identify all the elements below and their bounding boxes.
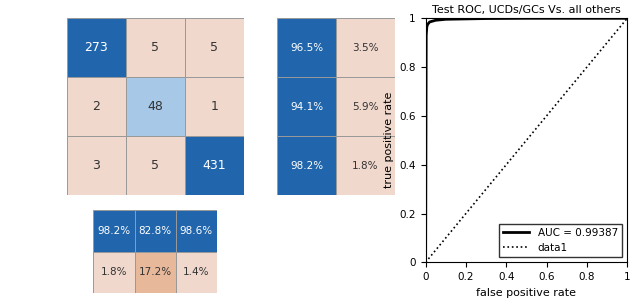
Text: 5: 5 (151, 41, 159, 54)
Bar (67, 136, 125, 195)
Bar (336, 77, 395, 136)
AUC = 0.99387 (583, 16, 591, 20)
Text: 3.5%: 3.5% (352, 43, 379, 53)
Text: 1: 1 (210, 100, 218, 113)
AUC = 0.99387 (422, 260, 429, 264)
Text: 431: 431 (202, 159, 226, 172)
AUC = 0.99387 (424, 23, 431, 26)
Bar (176, 252, 217, 293)
Title: Test ROC, UCDs/GCs Vs. all others: Test ROC, UCDs/GCs Vs. all others (432, 5, 621, 15)
Text: 98.2%: 98.2% (290, 161, 323, 171)
Bar (277, 136, 336, 195)
Bar (185, 77, 244, 136)
Bar (67, 18, 125, 77)
Legend: AUC = 0.99387, data1: AUC = 0.99387, data1 (499, 224, 622, 257)
AUC = 0.99387 (426, 20, 433, 24)
Bar (277, 18, 336, 77)
Bar (67, 77, 125, 136)
Bar (125, 18, 185, 77)
AUC = 0.99387 (423, 25, 431, 29)
AUC = 0.99387 (523, 16, 531, 20)
Bar (93, 210, 134, 252)
Text: 5: 5 (151, 159, 159, 172)
Text: 2: 2 (92, 100, 100, 113)
Text: 1.4%: 1.4% (183, 267, 210, 277)
Text: 96.5%: 96.5% (290, 43, 323, 53)
Bar (125, 77, 185, 136)
Text: 98.2%: 98.2% (97, 226, 131, 236)
Y-axis label: true positive rate: true positive rate (384, 92, 394, 188)
AUC = 0.99387 (442, 17, 450, 21)
AUC = 0.99387 (432, 18, 440, 22)
Text: 98.6%: 98.6% (180, 226, 213, 236)
Bar (134, 252, 176, 293)
Bar (277, 77, 336, 136)
Text: 48: 48 (147, 100, 163, 113)
Bar (134, 210, 176, 252)
AUC = 0.99387 (483, 17, 490, 20)
Text: 273: 273 (84, 41, 108, 54)
Line: AUC = 0.99387: AUC = 0.99387 (426, 18, 627, 262)
Text: 17.2%: 17.2% (139, 267, 172, 277)
X-axis label: false positive rate: false positive rate (476, 288, 577, 298)
Text: 82.8%: 82.8% (139, 226, 172, 236)
AUC = 0.99387 (623, 16, 631, 20)
Bar (336, 136, 395, 195)
Bar (125, 136, 185, 195)
Text: 1.8%: 1.8% (100, 267, 127, 277)
Text: 3: 3 (92, 159, 100, 172)
Text: 94.1%: 94.1% (290, 102, 323, 112)
Text: 5: 5 (210, 41, 218, 54)
Text: 5.9%: 5.9% (352, 102, 379, 112)
Text: 1.8%: 1.8% (352, 161, 379, 171)
Bar (185, 136, 244, 195)
Bar (336, 18, 395, 77)
Bar (185, 18, 244, 77)
Bar (93, 252, 134, 293)
Bar (176, 210, 217, 252)
AUC = 0.99387 (422, 34, 430, 37)
